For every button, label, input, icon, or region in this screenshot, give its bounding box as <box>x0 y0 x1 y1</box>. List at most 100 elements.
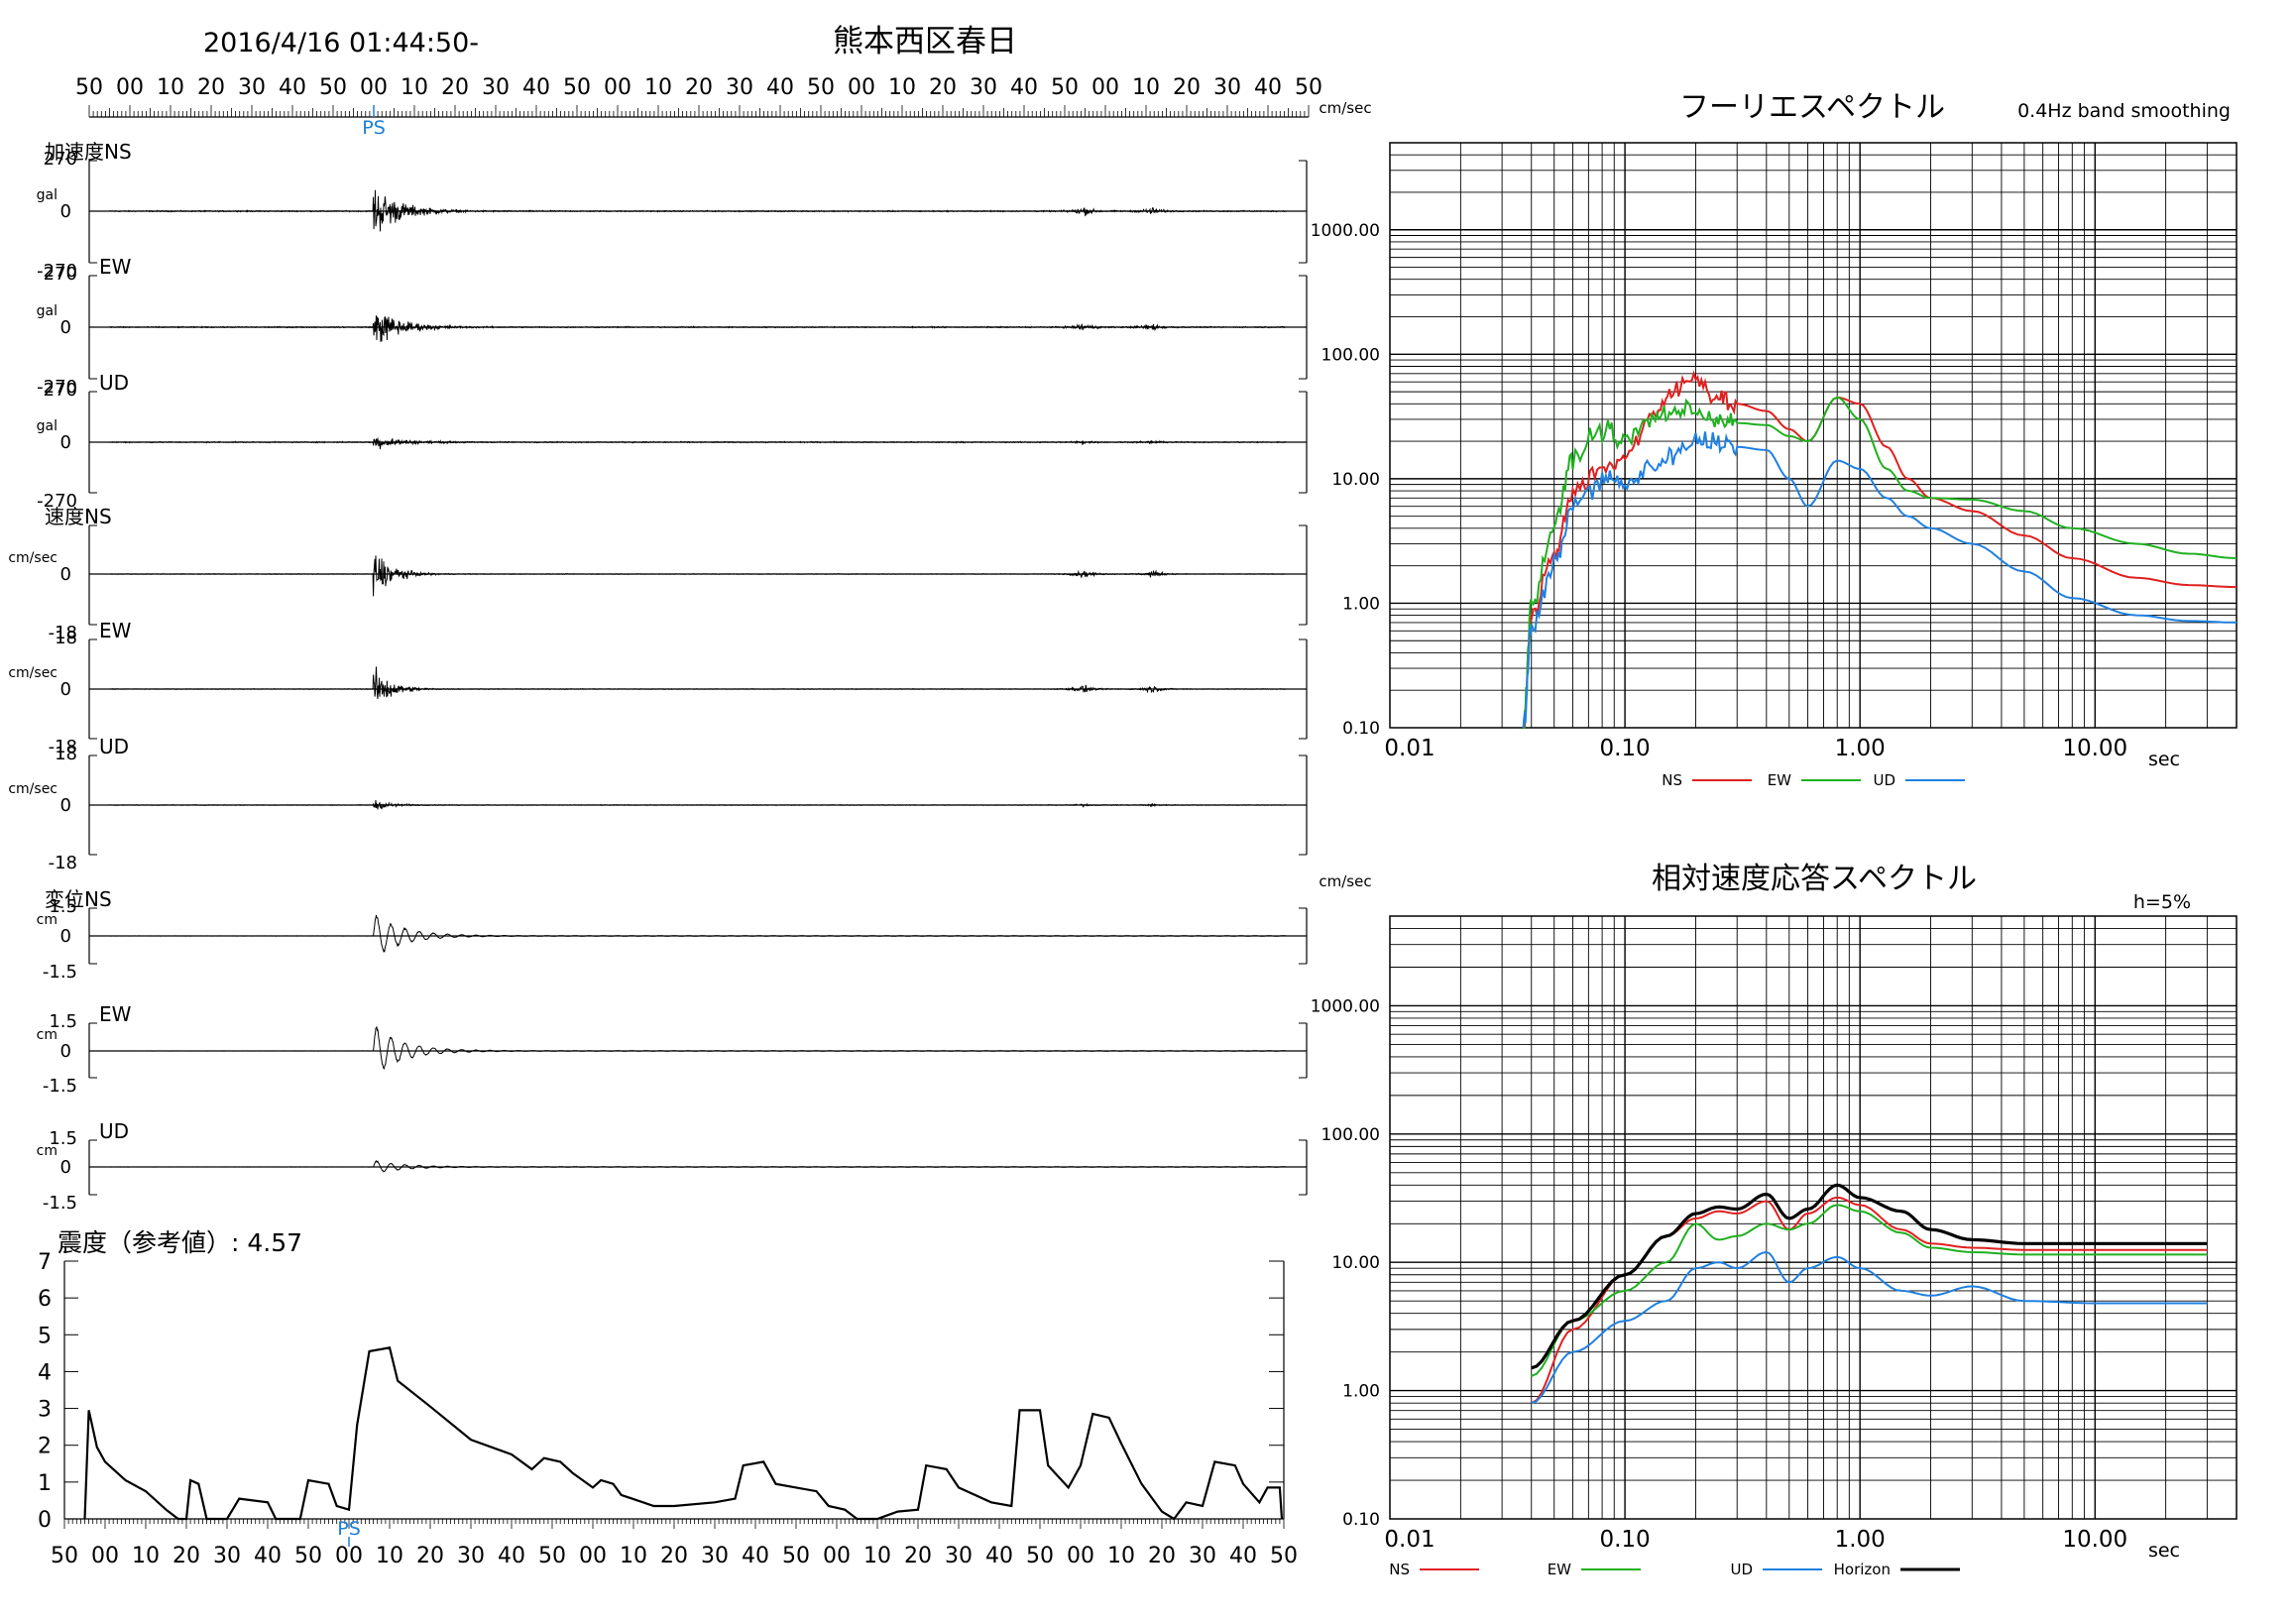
intensity-x-tick: 10 <box>1107 1544 1135 1568</box>
time-tick-label: 10 <box>1132 75 1160 100</box>
intensity-x-tick: 50 <box>1026 1544 1054 1568</box>
intensity-x-tick: 50 <box>782 1544 810 1568</box>
time-tick-label: 00 <box>604 75 631 100</box>
waveform-unit: cm <box>37 1027 57 1043</box>
waveform-top-value: 1.5 <box>49 1011 77 1032</box>
waveform-zero-value: 0 <box>60 201 71 222</box>
intensity-x-tick: 10 <box>620 1544 647 1568</box>
spectrum-x-label: sec <box>2148 749 2180 770</box>
time-tick-label: 30 <box>726 75 753 100</box>
spectrum-y-tick: 1000.00 <box>1311 221 1380 241</box>
time-tick-label: 00 <box>848 75 875 100</box>
intensity-y-tick: 1 <box>38 1471 52 1496</box>
waveform-panel: EW 18 0 -18 cm/sec <box>8 619 1308 757</box>
waveform-panel: UD 270 0 -270 gal <box>37 371 1308 512</box>
waveform-top-value: 270 <box>44 149 77 170</box>
intensity-x-tick: 10 <box>863 1544 891 1568</box>
intensity-x-tick: 20 <box>416 1544 444 1568</box>
intensity-x-tick: 20 <box>1148 1544 1176 1568</box>
waveform-trace <box>109 914 1287 954</box>
spectrum-series-ns <box>1522 370 2238 729</box>
intensity-y-tick: 2 <box>38 1435 52 1459</box>
time-tick-label: 50 <box>75 75 103 100</box>
waveform-trace <box>109 666 1287 700</box>
waveform-zero-value: 0 <box>60 679 71 700</box>
time-tick-label: 40 <box>1254 75 1282 100</box>
intensity-x-tick: 40 <box>985 1544 1013 1568</box>
waveform-bottom-value: -1.5 <box>43 1076 77 1097</box>
intensity-x-tick: 30 <box>457 1544 485 1568</box>
waveform-unit: cm/sec <box>8 665 57 681</box>
intensity-x-tick: 40 <box>742 1544 769 1568</box>
waveform-bottom-value: -270 <box>37 261 77 282</box>
intensity-x-tick: 00 <box>91 1544 119 1568</box>
intensity-x-tick: 50 <box>1270 1544 1298 1568</box>
waveform-zero-value: 0 <box>60 432 71 453</box>
legend-entry-ns: NS <box>1389 1561 1410 1578</box>
time-tick-label: 40 <box>1010 75 1038 100</box>
time-tick-label: 00 <box>1091 75 1119 100</box>
time-tick-label: 40 <box>522 75 550 100</box>
waveform-label: UD <box>99 371 129 395</box>
intensity-ps-label: PS <box>337 1518 361 1540</box>
waveform-zero-value: 0 <box>60 795 71 816</box>
intensity-x-tick: 50 <box>51 1544 78 1568</box>
waveform-label: 速度NS <box>45 505 112 528</box>
intensity-y-tick: 6 <box>38 1287 52 1312</box>
waveform-zero-value: 0 <box>60 564 71 585</box>
time-tick-label: 30 <box>482 75 510 100</box>
time-tick-label: 20 <box>929 75 957 100</box>
spectrum-x-tick: 0.01 <box>1384 736 1435 761</box>
time-tick-label: 30 <box>1213 75 1241 100</box>
legend-entry-ew: EW <box>1548 1561 1571 1578</box>
intensity-x-tick: 50 <box>538 1544 566 1568</box>
intensity-y-tick: 7 <box>38 1250 52 1275</box>
intensity-trace <box>83 1346 1284 1521</box>
spectrum-y-label: cm/sec <box>1319 872 1371 890</box>
waveform-panel: UD 18 0 -18 cm/sec <box>8 735 1308 873</box>
waveform-panel: EW 270 0 -270 gal <box>37 255 1308 398</box>
intensity-x-tick: 40 <box>1229 1544 1257 1568</box>
legend-entry-ud: UD <box>1730 1561 1753 1578</box>
waveform-trace <box>109 555 1287 597</box>
intensity-x-tick: 30 <box>1189 1544 1216 1568</box>
spectrum-y-tick: 1.00 <box>1342 594 1380 614</box>
spectrum-x-tick: 0.01 <box>1384 1527 1435 1553</box>
waveform-top-value: 270 <box>44 380 77 401</box>
intensity-x-tick: 30 <box>701 1544 729 1568</box>
intensity-x-tick: 20 <box>660 1544 688 1568</box>
time-tick-label: 10 <box>644 75 672 100</box>
waveform-panel: UD 1.5 0 -1.5 cm <box>37 1119 1308 1214</box>
waveform-bottom-value: -1.5 <box>43 962 77 983</box>
response-annotation: h=5% <box>2133 891 2191 913</box>
waveform-top-value: 18 <box>55 744 77 764</box>
spectrum-series-ns <box>1531 1196 2208 1404</box>
waveform-trace <box>109 800 1287 810</box>
spectrum-y-tick: 100.00 <box>1321 1125 1380 1145</box>
legend-entry-ud: UD <box>1873 771 1895 789</box>
intensity-x-tick: 40 <box>254 1544 282 1568</box>
spectrum-x-tick: 0.10 <box>1599 1527 1650 1553</box>
time-tick-label: 10 <box>888 75 916 100</box>
time-tick-label: 50 <box>319 75 347 100</box>
top-time-axis: 50 00 10 20 30 40 50 00 10 20 30 40 50 00 10 20 30 40 50 00… <box>75 75 1322 139</box>
waveform-top-value: 270 <box>44 264 77 285</box>
spectrum-x-tick: 10.00 <box>2062 1527 2127 1553</box>
spectrum-y-tick: 1.00 <box>1342 1382 1380 1402</box>
waveform-zero-value: 0 <box>60 1041 71 1062</box>
time-tick-label: 00 <box>360 75 388 100</box>
time-tick-label: 50 <box>807 75 835 100</box>
waveform-bottom-value: -18 <box>49 737 77 757</box>
intensity-x-tick: 00 <box>335 1544 363 1568</box>
waveform-top-value: 18 <box>55 628 77 648</box>
time-tick-label: 10 <box>401 75 428 100</box>
waveform-panel: EW 1.5 0 -1.5 cm <box>37 1002 1308 1097</box>
waveform-unit: gal <box>37 418 57 434</box>
time-tick-label: 50 <box>1295 75 1322 100</box>
spectrum-y-tick: 10.00 <box>1331 470 1380 490</box>
spectrum-x-label: sec <box>2148 1540 2180 1562</box>
waveform-bottom-value: -270 <box>37 377 77 398</box>
intensity-y-tick: 4 <box>38 1360 52 1385</box>
waveform-panel: 速度NS 0 -18 cm/sec <box>8 505 1308 643</box>
